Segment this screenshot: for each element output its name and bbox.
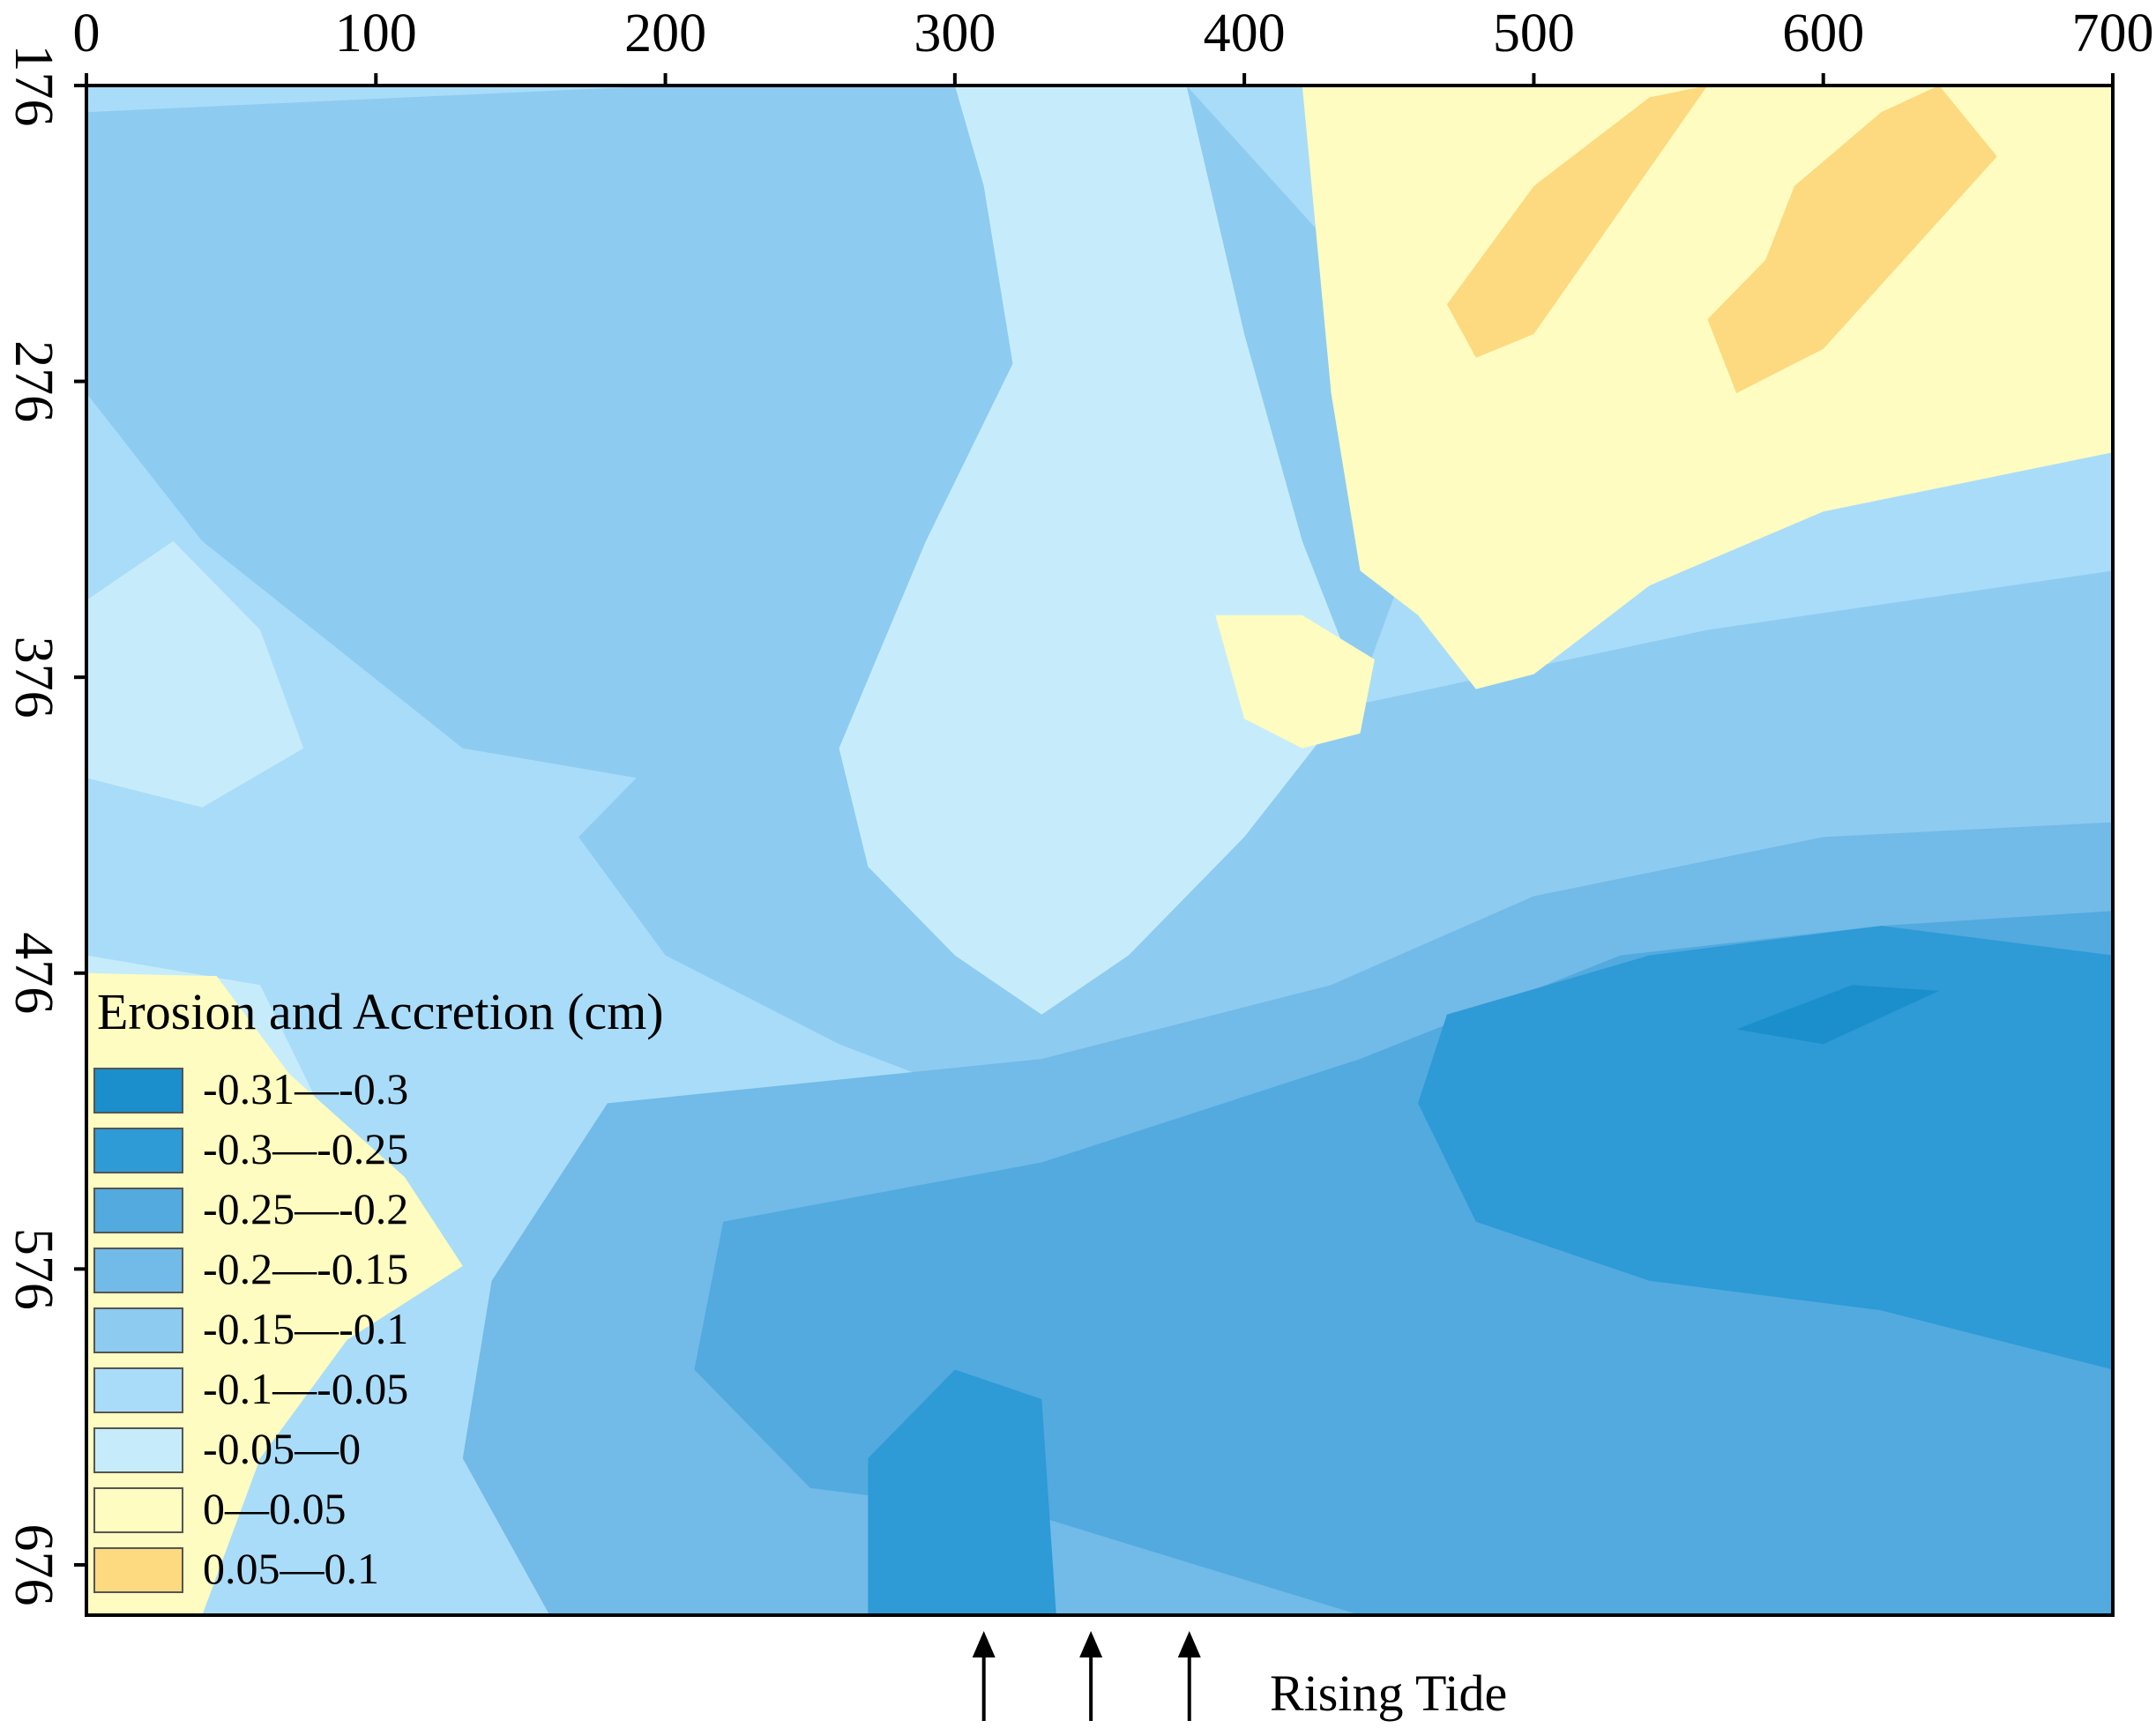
map-region: [86, 540, 304, 808]
y-tick-label: 276: [4, 340, 63, 422]
legend-label: -0.15—-0.1: [203, 1304, 408, 1353]
map-region: [1707, 86, 1997, 393]
legend-label: -0.3—-0.25: [203, 1124, 408, 1173]
legend-label: 0.05—0.1: [203, 1544, 379, 1593]
legend-label: 0—0.05: [203, 1484, 347, 1533]
map-regions: [86, 86, 2113, 1615]
map-region: [1446, 86, 1708, 358]
legend-label: -0.1—-0.05: [203, 1364, 408, 1413]
legend-label: -0.31—-0.3: [203, 1064, 408, 1114]
y-axis: 176 276 376 476 576 676: [4, 45, 86, 1605]
legend-swatch: [93, 1307, 183, 1353]
x-axis: 0 100 200 300 400 500 600 700: [73, 4, 2154, 86]
legend-swatch: [93, 1427, 183, 1473]
legend-swatch: [93, 1367, 183, 1413]
x-tick-label: 0: [73, 4, 101, 63]
x-tick-label: 100: [335, 4, 417, 63]
x-tick-label: 600: [1782, 4, 1864, 63]
y-tick-label: 576: [4, 1228, 63, 1310]
x-tick-label: 400: [1204, 4, 1286, 63]
map-region: [1418, 926, 2113, 1370]
y-tick-label: 376: [4, 637, 63, 719]
tide-arrow-head: [972, 1631, 996, 1657]
legend-swatch: [93, 1547, 183, 1593]
legend-swatch: [93, 1188, 183, 1233]
tide-arrow-head: [1079, 1631, 1103, 1657]
tide-arrows: [972, 1631, 1201, 1721]
legend-swatch: [93, 1487, 183, 1533]
x-tick-label: 200: [624, 4, 706, 63]
legend-title: Erosion and Accretion (cm): [97, 983, 664, 1040]
map-region: [1736, 985, 1939, 1045]
legend-label: -0.25—-0.2: [203, 1184, 408, 1233]
plot-frame: [85, 84, 2115, 1617]
map-region: [839, 86, 1361, 1015]
tide-arrow-head: [1177, 1631, 1201, 1657]
y-tick-label: 676: [4, 1523, 63, 1605]
x-tick-label: 300: [914, 4, 996, 63]
rising-tide-annotation: Rising Tide: [972, 1631, 1507, 1722]
legend-label: -0.05—0: [203, 1424, 361, 1473]
legend: Erosion and Accretion (cm) -0.31—-0.3-0.…: [93, 983, 664, 1593]
y-tick-label: 476: [4, 932, 63, 1014]
rising-tide-label: Rising Tide: [1270, 1665, 1507, 1722]
y-tick-label: 176: [4, 45, 63, 127]
legend-swatch: [93, 1068, 183, 1114]
legend-items: -0.31—-0.3 -0.3—-0.25 -0.25—-0.2 -0.2—-0.15…: [93, 1064, 408, 1593]
map-region: [868, 1369, 1056, 1615]
x-tick-label: 700: [2072, 4, 2154, 63]
legend-swatch: [93, 1248, 183, 1293]
legend-swatch: [93, 1128, 183, 1173]
x-tick-label: 500: [1493, 4, 1575, 63]
map-region: [1215, 614, 1375, 749]
legend-label: -0.2—-0.15: [203, 1244, 408, 1293]
